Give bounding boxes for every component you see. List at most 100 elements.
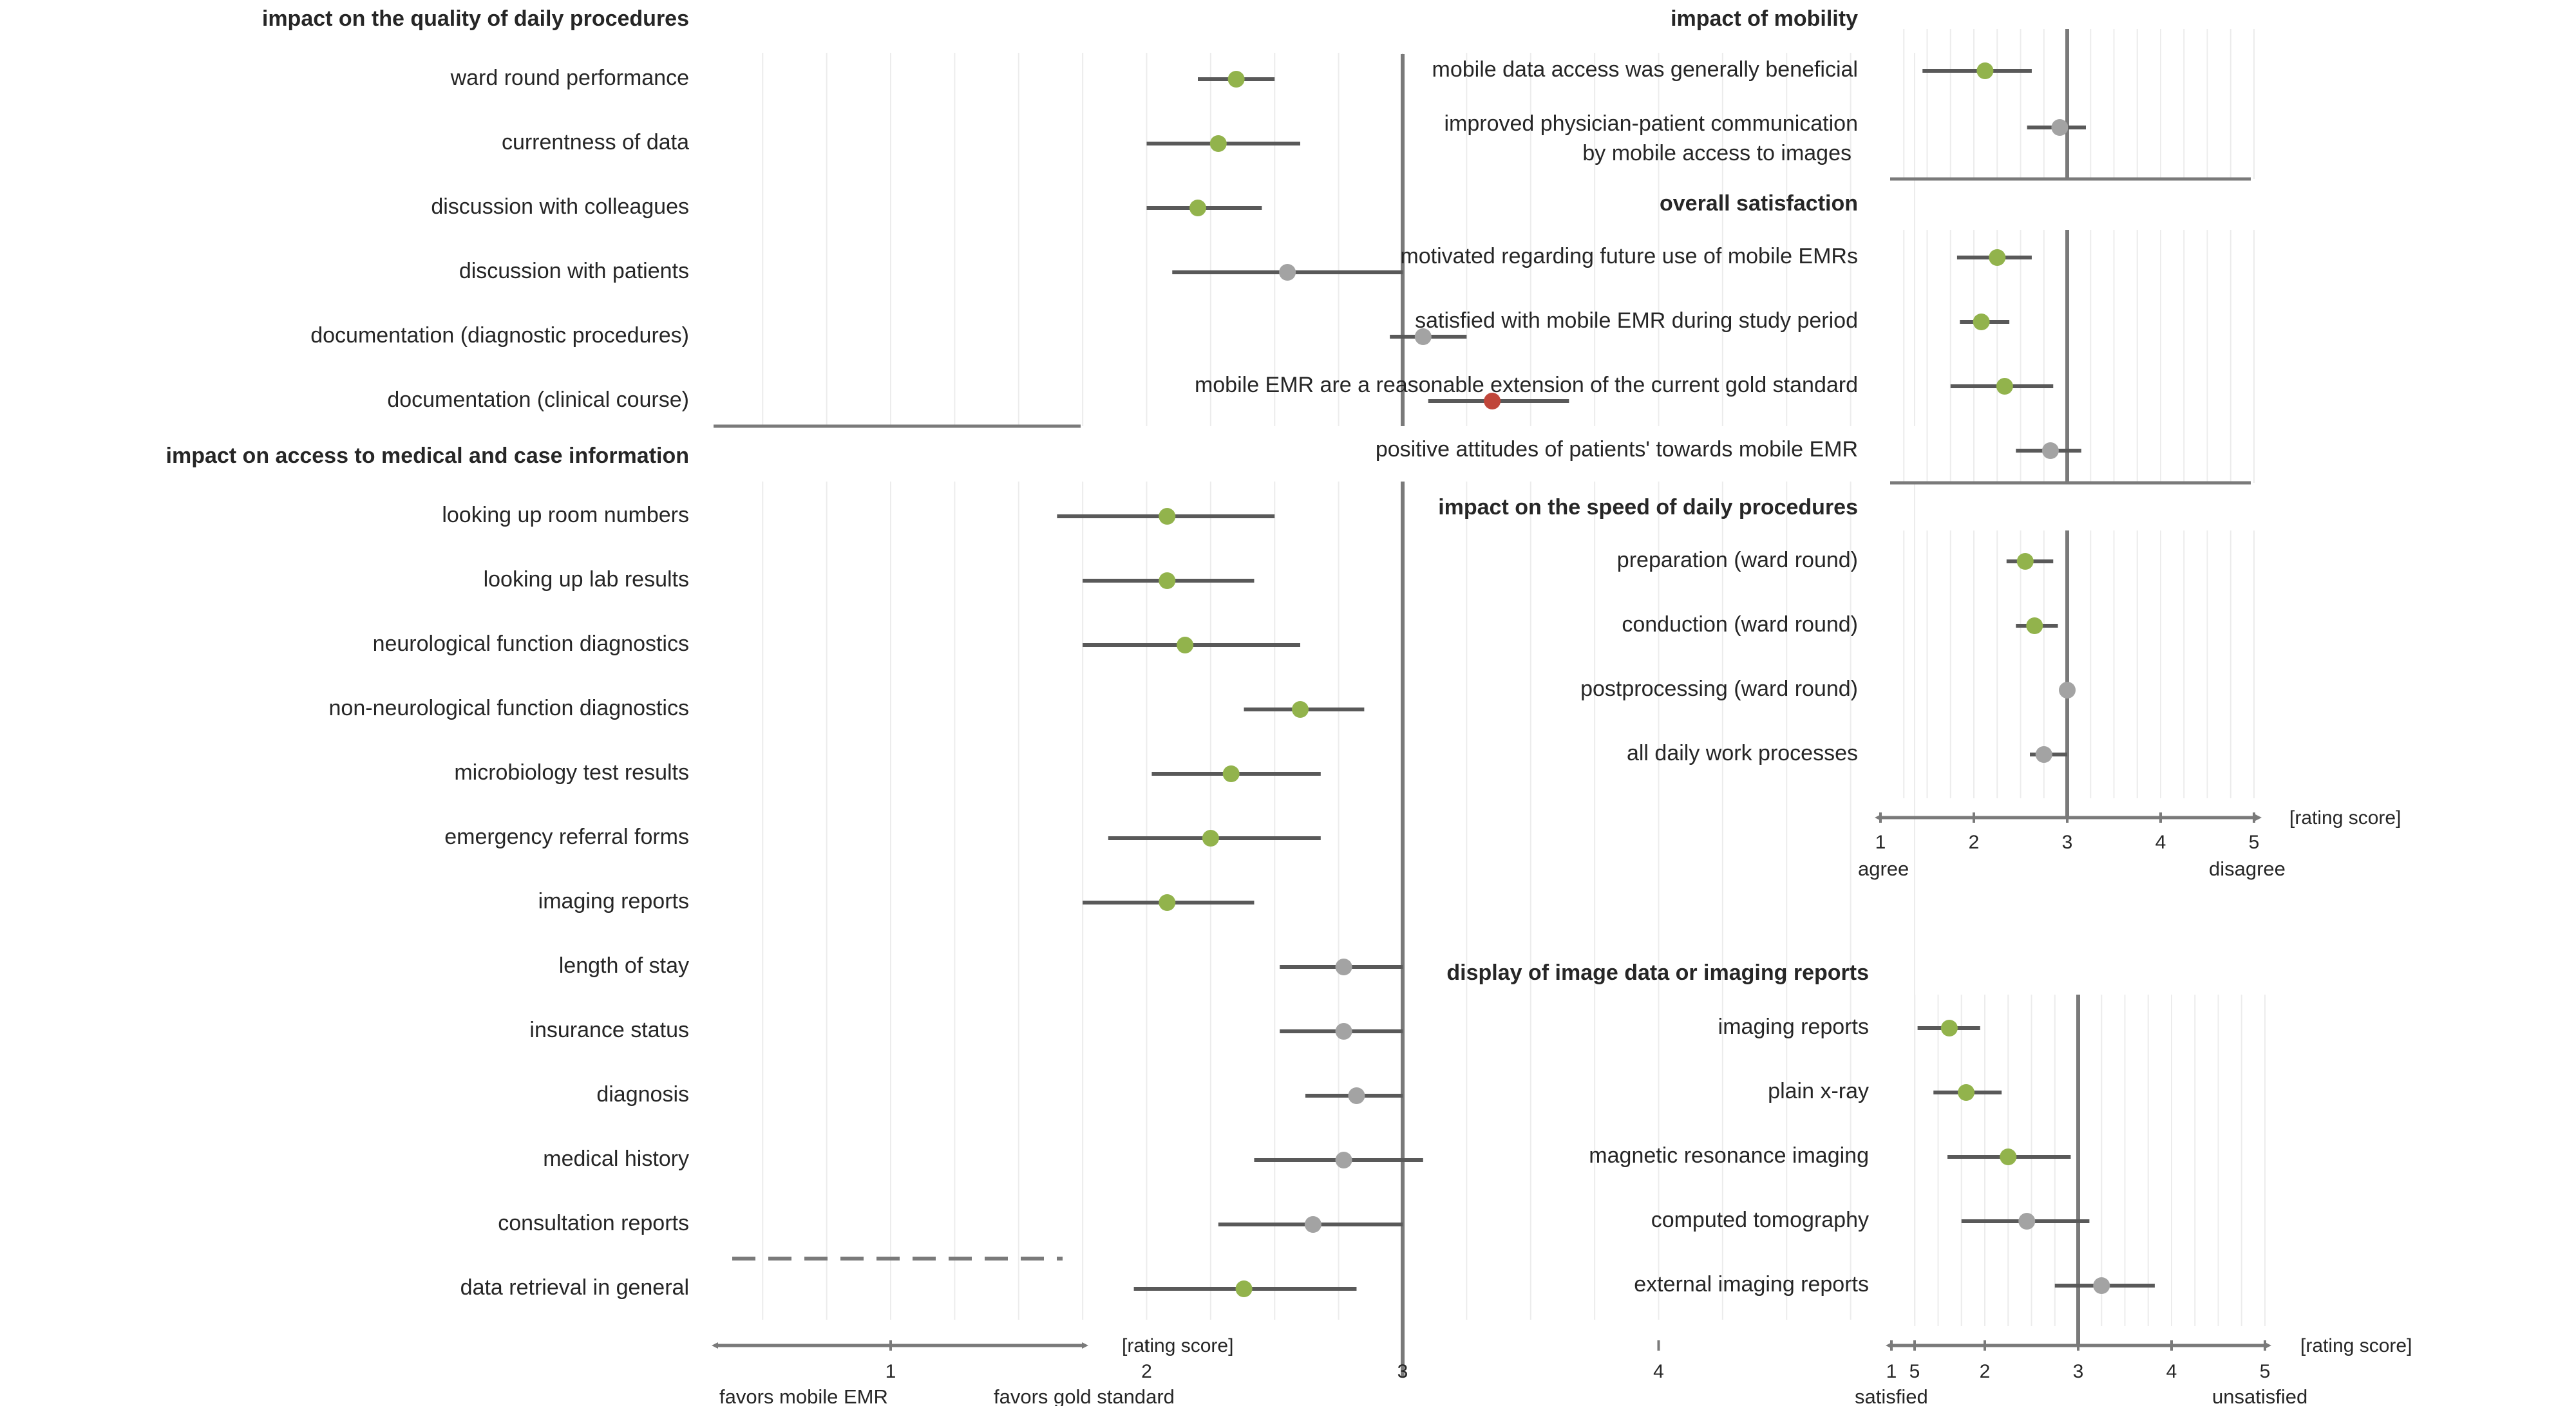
estimate-point [1335,1023,1352,1040]
item-label: magnetic resonance imaging [1589,1143,1869,1168]
estimate-point [1279,264,1296,281]
estimate-point [2026,617,2043,634]
x-tick-label: 4 [1653,1361,1664,1382]
estimate-point [1177,637,1194,653]
item-label: all daily work processes [1627,741,1858,765]
x-tick-label: 2 [1141,1361,1152,1382]
group-title: impact on access to medical and case inf… [166,444,689,468]
x-tick-label: 3 [2062,832,2073,853]
item-label: ward round performance [450,66,689,90]
estimate-point [2051,119,2069,136]
item-label: looking up room numbers [442,503,689,527]
item-label: documentation (clinical course) [387,388,689,412]
x-tick-label: 4 [2166,1361,2177,1382]
item-label: discussion with patients [459,259,689,283]
item-label: mobile data access was generally benefic… [1432,57,1858,82]
group-title: impact on the speed of daily procedures [1438,495,1858,520]
estimate-point [1292,701,1309,718]
item-label: conduction (ward round) [1622,612,1858,637]
item-label: mobile EMR are a reasonable extension of… [1195,373,1858,397]
estimate-point [1973,314,1990,330]
x-tick-label: 5 [1909,1361,1920,1382]
estimate-point [2035,746,2052,763]
x-tick-label: 1 [886,1361,896,1382]
x-tick-label: 4 [2155,832,2166,853]
estimate-point [2093,1277,2110,1294]
item-label: improved physician-patient communication [1444,111,1858,136]
axis-right-anchor: unsatisfied [2212,1385,2307,1406]
estimate-point [1159,894,1176,911]
estimate-point [1209,135,1227,152]
estimate-point [1958,1084,1975,1101]
group-title: display of image data or imaging reports [1446,961,1869,985]
estimate-point [1202,830,1219,847]
group-title: overall satisfaction [1660,191,1858,216]
item-label: diagnosis [596,1082,689,1107]
estimate-point [1335,1152,1352,1168]
estimate-point [2059,682,2076,698]
estimate-point [1227,71,1245,88]
item-label: postprocessing (ward round) [1580,677,1858,701]
estimate-point [1348,1087,1365,1104]
estimate-point [2041,442,2059,459]
x-tick-label: 2 [1969,832,1980,853]
estimate-point [1414,328,1432,345]
item-label: length of stay [559,953,689,978]
estimate-point [1235,1280,1253,1297]
item-label: imaging reports [538,889,689,914]
estimate-point [2018,1213,2036,1230]
estimate-point [2000,1148,2017,1165]
item-label: satisfied with mobile EMR during study p… [1415,308,1858,333]
item-label: computed tomography [1651,1208,1869,1232]
estimate-point [1222,765,1240,782]
item-label: documentation (diagnostic procedures) [310,323,689,348]
x-tick-label: 1 [1875,832,1886,853]
item-label: positive attitudes of patients' towards … [1376,437,1858,462]
item-label: data retrieval in general [460,1275,689,1300]
item-label: motivated regarding future use of mobile… [1400,244,1858,268]
axis-left-anchor: satisfied [1855,1385,1928,1406]
estimate-point [1335,959,1352,975]
item-label: by mobile access to images [1582,141,1852,165]
item-label: insurance status [529,1018,689,1042]
estimate-point [1976,62,1994,79]
item-label: currentness of data [502,130,689,155]
estimate-point [1996,378,2013,395]
estimate-point [1159,508,1176,525]
x-tick-label: 5 [2260,1361,2271,1382]
item-label: imaging reports [1718,1015,1869,1039]
x-tick-label: 2 [1980,1361,1991,1382]
estimate-point [1189,200,1206,216]
axis-right-anchor: favors gold standard [994,1385,1175,1406]
estimate-point [1304,1216,1321,1233]
axis-unit-label: [rating score] [2300,1335,2412,1356]
axis-unit-label: [rating score] [1122,1335,1233,1356]
estimate-point [1989,249,2006,266]
item-label: microbiology test results [454,760,689,785]
group-title: impact on the quality of daily procedure… [262,6,689,31]
axis-right-anchor: disagree [2209,858,2286,880]
item-label: preparation (ward round) [1617,548,1858,572]
axis-unit-label: [rating score] [2289,807,2401,829]
item-label: plain x-ray [1768,1079,1869,1103]
x-tick-label: 3 [2073,1361,2084,1382]
group-title: impact of mobility [1671,6,1858,31]
item-label: external imaging reports [1634,1272,1869,1297]
item-label: consultation reports [498,1211,689,1235]
item-label: discussion with colleagues [431,194,689,219]
estimate-point [2016,553,2034,570]
axis-left-anchor: agree [1858,858,1909,880]
x-tick-label: 1 [1886,1361,1897,1382]
x-tick-label: 5 [2249,832,2260,853]
item-label: neurological function diagnostics [373,632,689,656]
item-label: non-neurological function diagnostics [329,696,689,720]
item-label: medical history [543,1147,689,1171]
estimate-point [1159,572,1176,589]
item-label: emergency referral forms [444,825,689,849]
item-label: looking up lab results [484,567,689,592]
estimate-point [1940,1020,1958,1036]
axis-left-anchor: favors mobile EMR [719,1385,888,1406]
estimate-point [1484,393,1501,409]
x-tick-label: 3 [1397,1361,1408,1382]
